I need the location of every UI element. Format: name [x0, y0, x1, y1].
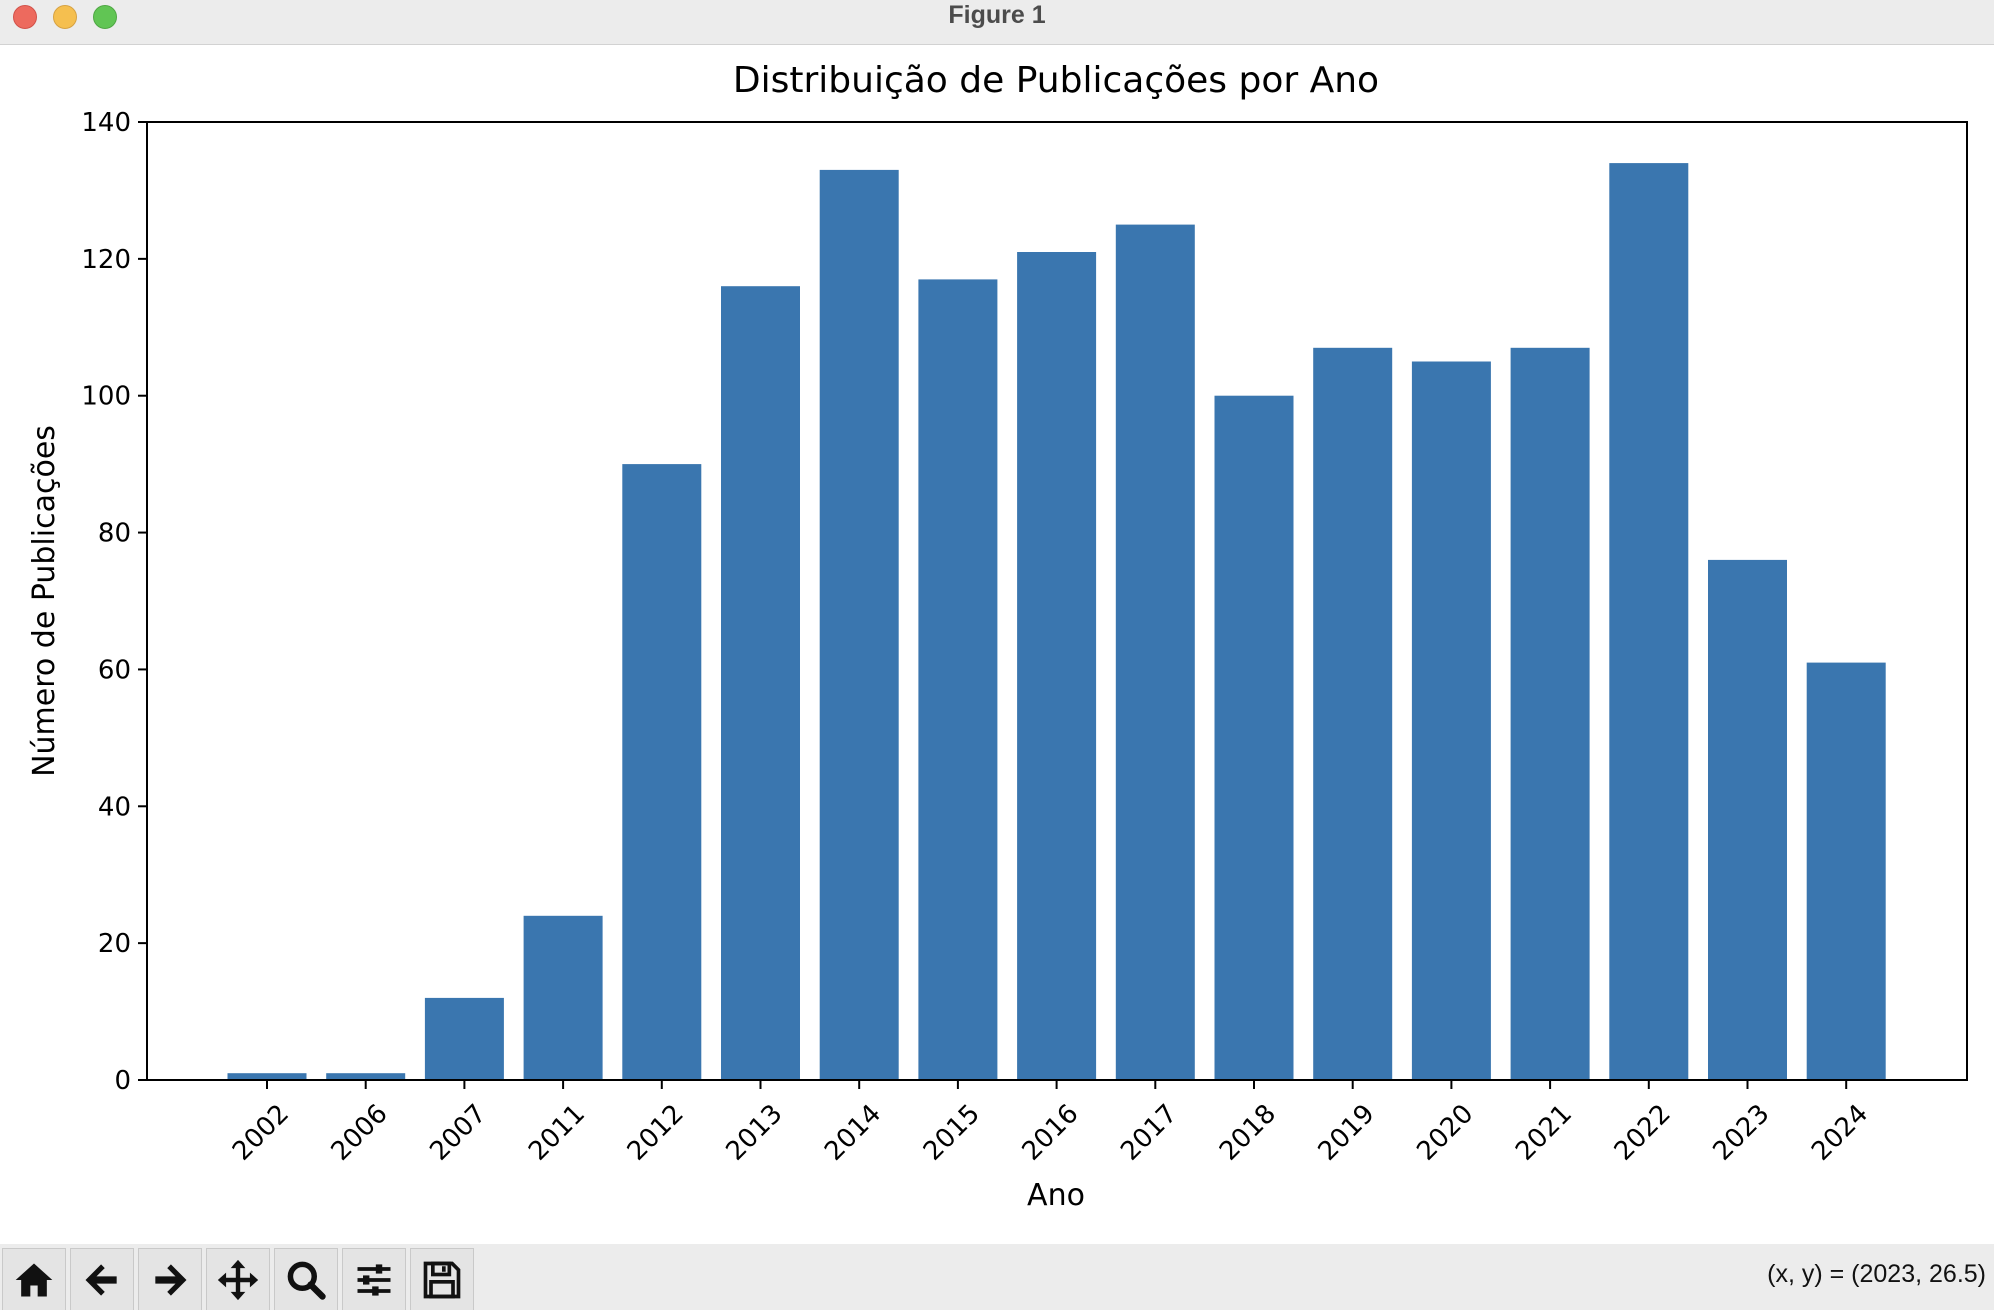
x-tick-label: 2013 [720, 1099, 788, 1167]
y-tick-label: 0 [114, 1066, 131, 1096]
back-button[interactable] [70, 1248, 134, 1310]
save-button[interactable] [410, 1248, 474, 1310]
x-tick-label: 2006 [326, 1099, 394, 1167]
home-icon [15, 1263, 53, 1296]
bar-2019 [1313, 347, 1393, 1080]
bar-2007 [424, 997, 504, 1080]
window-title: Figure 1 [948, 1, 1046, 29]
bar-2017 [1115, 224, 1195, 1081]
magnifier-icon [287, 1261, 326, 1300]
y-tick-label: 140 [81, 108, 131, 138]
cursor-coordinates: (x, y) = (2023, 26.5) [1767, 1260, 1986, 1288]
arrow-left-icon [85, 1263, 117, 1296]
x-tick-label: 2016 [1017, 1099, 1085, 1167]
x-tick-label: 2014 [819, 1099, 887, 1167]
x-tick-label: 2024 [1806, 1099, 1874, 1167]
y-tick-label: 40 [98, 792, 131, 822]
bar-2024 [1806, 662, 1886, 1080]
x-tick-label: 2015 [918, 1099, 986, 1167]
configure-subplots-button[interactable] [342, 1248, 406, 1310]
x-tick-label: 2019 [1313, 1099, 1381, 1167]
close-window-button[interactable] [13, 5, 37, 29]
home-button[interactable] [2, 1248, 66, 1310]
x-tick-label: 2022 [1609, 1099, 1677, 1167]
sliders-icon [357, 1263, 391, 1296]
bars-layer [227, 163, 1886, 1081]
x-tick-label: 2021 [1510, 1099, 1578, 1167]
bar-2022 [1609, 163, 1689, 1081]
chart-title: Distribuição de Publicações por Ano [733, 60, 1379, 101]
y-tick-label: 100 [81, 382, 131, 412]
y-tick-label: 80 [98, 519, 131, 549]
y-tick-label: 20 [98, 929, 131, 959]
y-tick-label: 60 [98, 655, 131, 685]
x-tick-label: 2007 [424, 1099, 492, 1167]
bar-2015 [918, 279, 998, 1080]
x-tick-label: 2011 [523, 1099, 591, 1167]
y-axis: 0 20 40 60 80 100 120 140 [81, 108, 147, 1096]
y-tick-label: 120 [81, 245, 131, 275]
bar-2023 [1708, 559, 1787, 1080]
move-icon [217, 1259, 259, 1300]
navigation-toolbar: (x, y) = (2023, 26.5) [0, 1244, 1994, 1310]
floppy-disk-icon [423, 1261, 461, 1298]
x-axis-label: Ano [1027, 1178, 1085, 1213]
x-tick-label: 2020 [1411, 1099, 1479, 1167]
x-tick-label: 2018 [1214, 1099, 1282, 1167]
bar-2006 [326, 1073, 406, 1080]
bar-2020 [1411, 361, 1491, 1080]
bar-2011 [523, 915, 603, 1080]
x-tick-label: 2002 [227, 1099, 295, 1167]
arrow-right-icon [155, 1263, 187, 1296]
bar-2018 [1214, 395, 1294, 1080]
x-tick-label: 2017 [1115, 1099, 1183, 1167]
minimize-window-button[interactable] [53, 5, 77, 29]
title-bar: Figure 1 [0, 0, 1994, 45]
zoom-window-button[interactable] [93, 5, 117, 29]
pan-button[interactable] [206, 1248, 270, 1310]
zoom-button[interactable] [274, 1248, 338, 1310]
bar-2016 [1017, 252, 1097, 1080]
forward-button[interactable] [138, 1248, 202, 1310]
x-axis: 2002 2006 2007 2011 2012 2013 2014 2015 2016 2017… [227, 1080, 1874, 1167]
bar-2012 [622, 464, 702, 1081]
bar-2002 [227, 1073, 307, 1080]
chart-canvas[interactable]: Distribuição de Publicações por Ano 0 20 4… [0, 45, 1994, 1244]
bar-2013 [721, 286, 800, 1080]
x-tick-label: 2023 [1707, 1099, 1775, 1167]
x-tick-label: 2012 [622, 1099, 690, 1167]
bar-2014 [819, 169, 899, 1080]
bar-2021 [1510, 347, 1590, 1080]
plot-frame [146, 121, 1968, 1081]
y-axis-label: Número de Publicações [27, 425, 62, 777]
